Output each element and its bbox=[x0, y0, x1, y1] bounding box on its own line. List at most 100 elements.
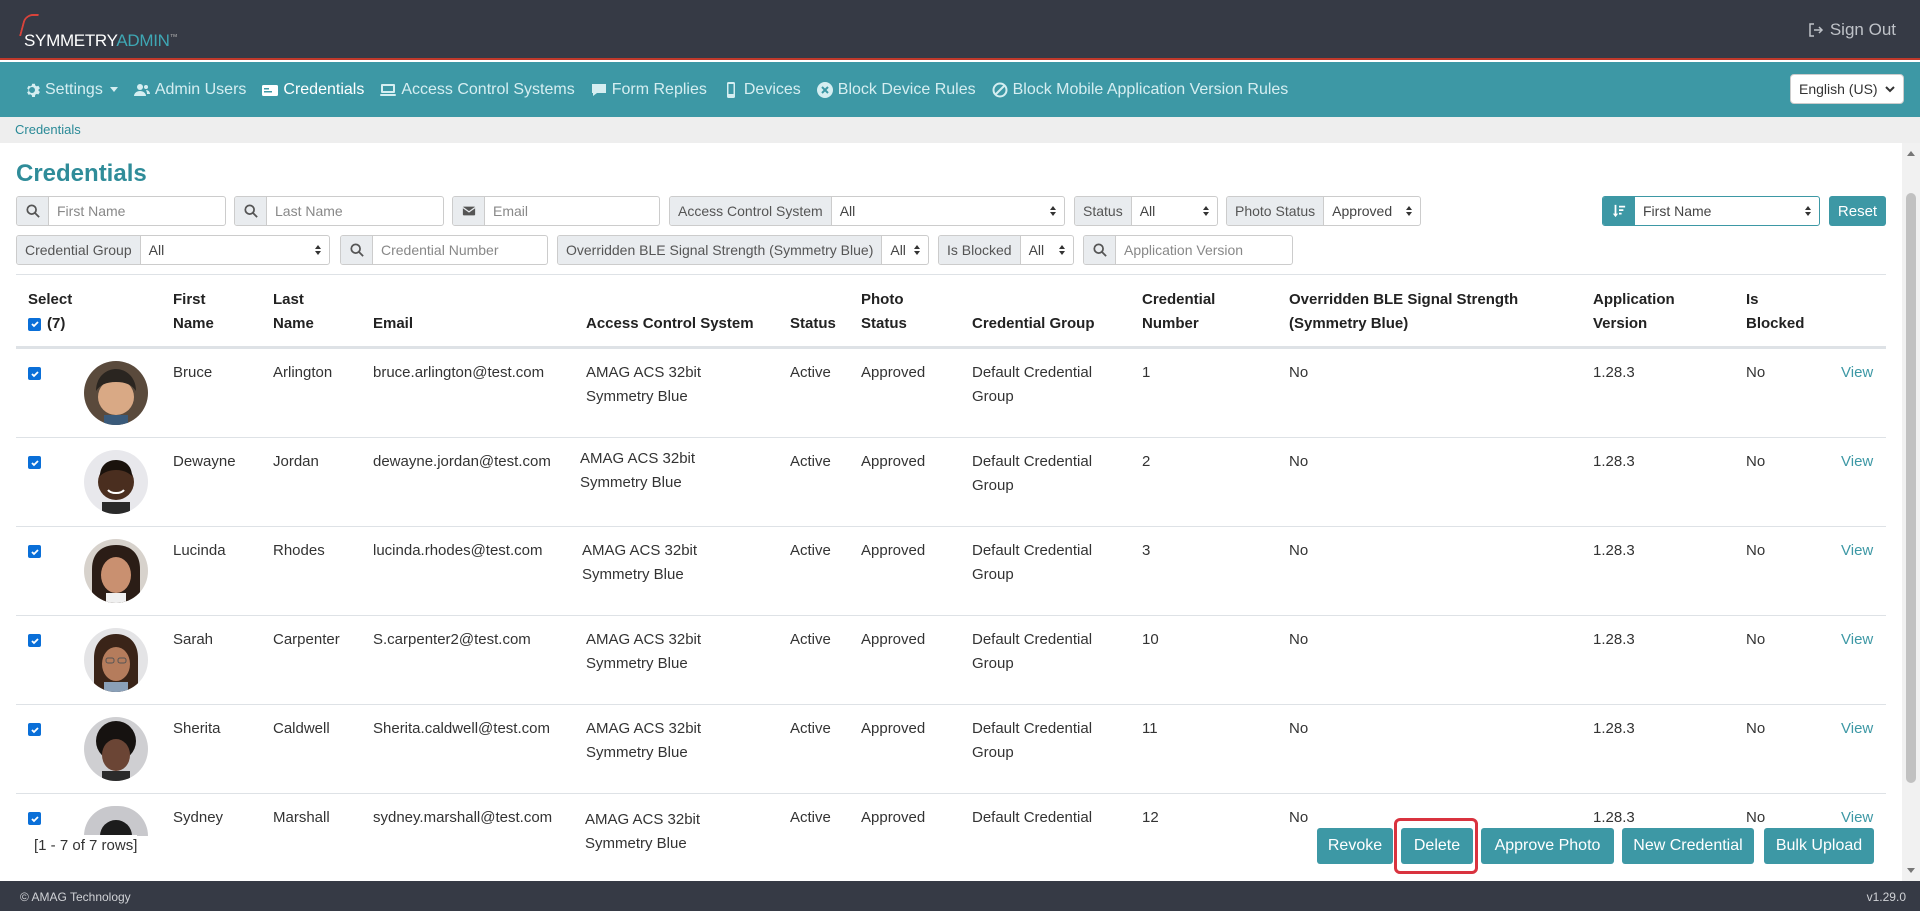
table-row[interactable]: Sarah Carpenter S.carpenter2@test.com AM… bbox=[16, 615, 1886, 704]
sign-out-link[interactable]: Sign Out bbox=[1808, 20, 1896, 40]
col-is-blocked[interactable]: Is Blocked bbox=[1746, 288, 1804, 336]
cell-ble-signal: No bbox=[1289, 453, 1309, 470]
cell-access-control-system: AMAG ACS 32bit Symmetry Blue bbox=[585, 808, 700, 856]
access-control-system-select[interactable]: All bbox=[832, 197, 1064, 225]
scrollbar-thumb[interactable] bbox=[1906, 193, 1916, 783]
language-select[interactable]: English (US) bbox=[1790, 74, 1904, 104]
cell-acs-line2: Symmetry Blue bbox=[586, 655, 688, 672]
credential-number-input[interactable]: Credential Number bbox=[381, 242, 499, 258]
view-link[interactable]: View bbox=[1841, 453, 1874, 470]
page-scrollbar[interactable] bbox=[1902, 143, 1920, 881]
view-link[interactable]: View bbox=[1841, 631, 1874, 648]
application-version-input[interactable]: Application Version bbox=[1124, 242, 1244, 258]
scroll-up-arrow-icon[interactable] bbox=[1907, 151, 1915, 156]
col-photo-status[interactable]: Photo Status bbox=[861, 288, 907, 336]
select-arrows-icon bbox=[1805, 206, 1811, 216]
cell-email: S.carpenter2@test.com bbox=[373, 631, 531, 648]
reset-button[interactable]: Reset bbox=[1829, 196, 1886, 226]
sort-field-select[interactable]: First Name bbox=[1635, 197, 1819, 225]
email-input[interactable]: Email bbox=[493, 203, 529, 219]
col-credential-number[interactable]: Credential Number bbox=[1142, 288, 1215, 336]
is-blocked-select[interactable]: All bbox=[1021, 236, 1073, 264]
table-row[interactable]: Lucinda Rhodes lucinda.rhodes@test.com A… bbox=[16, 526, 1886, 615]
nav-block-mobile-app-version-rules[interactable]: Block Mobile Application Version Rules bbox=[992, 81, 1288, 99]
col-last-name-line1: Last bbox=[273, 291, 304, 308]
revoke-button[interactable]: Revoke bbox=[1317, 828, 1393, 864]
avatar bbox=[84, 717, 148, 781]
cell-ble-signal: No bbox=[1289, 631, 1309, 648]
status-select[interactable]: All bbox=[1132, 197, 1217, 225]
row-checkbox[interactable] bbox=[28, 545, 41, 558]
col-photo-status-line2: Status bbox=[861, 315, 907, 332]
col-status[interactable]: Status bbox=[790, 315, 836, 332]
row-checkbox[interactable] bbox=[28, 634, 41, 647]
credential-group-select[interactable]: All bbox=[141, 236, 329, 264]
col-email[interactable]: Email bbox=[373, 315, 414, 332]
table-row[interactable]: Bruce Arlington bruce.arlington@test.com… bbox=[16, 348, 1886, 437]
row-checkbox[interactable] bbox=[28, 723, 41, 736]
nav-credentials[interactable]: Credentials bbox=[262, 81, 364, 99]
ble-signal-filter: Overridden BLE Signal Strength (Symmetry… bbox=[557, 235, 929, 265]
col-application-version[interactable]: Application Version bbox=[1593, 288, 1675, 336]
col-select: Select (7) bbox=[28, 288, 72, 336]
col-last-name[interactable]: Last Name bbox=[273, 288, 314, 336]
ble-signal-select[interactable]: All bbox=[882, 236, 928, 264]
cell-app-version: 1.28.3 bbox=[1593, 542, 1635, 559]
cell-ble-signal: No bbox=[1289, 720, 1309, 737]
delete-button[interactable]: Delete bbox=[1401, 828, 1473, 864]
col-access-control-system[interactable]: Access Control System bbox=[586, 315, 754, 332]
row-checkbox[interactable] bbox=[28, 812, 41, 825]
photo-status-select[interactable]: Approved bbox=[1324, 197, 1420, 225]
view-link[interactable]: View bbox=[1841, 364, 1874, 381]
cell-last-name: Caldwell bbox=[273, 720, 330, 737]
nav-access-control-systems[interactable]: Access Control Systems bbox=[380, 80, 575, 99]
nav-block-device-rules[interactable]: Block Device Rules bbox=[816, 81, 976, 99]
cell-last-name: Marshall bbox=[273, 809, 330, 826]
cell-app-version: 1.28.3 bbox=[1593, 720, 1635, 737]
select-all-checkbox[interactable] bbox=[28, 317, 41, 331]
envelope-icon bbox=[453, 197, 485, 225]
cell-acs-line1: AMAG ACS 32bit bbox=[586, 631, 702, 648]
nav-credentials-label: Credentials bbox=[283, 80, 365, 98]
select-arrows-icon bbox=[315, 245, 321, 255]
avatar bbox=[84, 361, 148, 425]
cell-photo-status: Approved bbox=[861, 809, 926, 826]
col-credential-group[interactable]: Credential Group bbox=[972, 315, 1095, 332]
view-link[interactable]: View bbox=[1841, 720, 1874, 737]
bulk-upload-button[interactable]: Bulk Upload bbox=[1764, 828, 1874, 864]
table-row[interactable]: Dewayne Jordan dewayne.jordan@test.com A… bbox=[16, 437, 1886, 526]
nav-acs-label: Access Control Systems bbox=[401, 80, 575, 98]
new-credential-button[interactable]: New Credential bbox=[1622, 828, 1754, 864]
last-name-input[interactable]: Last Name bbox=[275, 203, 343, 219]
credential-group-filter: Credential Group All bbox=[16, 235, 330, 265]
scroll-down-arrow-icon[interactable] bbox=[1907, 868, 1915, 873]
comment-icon bbox=[591, 83, 606, 96]
chevron-down-icon bbox=[1885, 86, 1895, 93]
cell-email: sydney.marshall@test.com bbox=[373, 809, 553, 826]
col-first-name[interactable]: First Name bbox=[173, 288, 214, 336]
col-ble-signal-strength[interactable]: Overridden BLE Signal Strength (Symmetry … bbox=[1289, 288, 1518, 336]
view-link[interactable]: View bbox=[1841, 542, 1874, 559]
nav-settings[interactable]: Settings bbox=[24, 81, 118, 99]
nav-devices[interactable]: Devices bbox=[723, 81, 801, 99]
nav-form-replies[interactable]: Form Replies bbox=[591, 81, 707, 99]
view-link[interactable]: View bbox=[1841, 809, 1874, 826]
cell-is-blocked: No bbox=[1746, 720, 1766, 737]
table-row[interactable]: Sydney Marshall sydney.marshall@test.com… bbox=[16, 793, 1886, 881]
cell-photo-status: Approved bbox=[861, 364, 926, 381]
cell-acs-line1: AMAG ACS 32bit bbox=[585, 811, 701, 828]
row-checkbox[interactable] bbox=[28, 456, 41, 469]
breadcrumb-credentials[interactable]: Credentials bbox=[15, 122, 81, 137]
cell-photo-status: Approved bbox=[861, 453, 926, 470]
sort-direction-button[interactable] bbox=[1603, 197, 1635, 225]
credential-number-filter: Credential Number bbox=[340, 235, 548, 265]
select-arrows-icon bbox=[1406, 206, 1412, 216]
first-name-input[interactable]: First Name bbox=[57, 203, 126, 219]
filter-divider bbox=[16, 274, 1886, 275]
approve-photo-button[interactable]: Approve Photo bbox=[1481, 828, 1614, 864]
row-checkbox[interactable] bbox=[28, 367, 41, 380]
first-name-filter: First Name bbox=[16, 196, 226, 226]
table-row[interactable]: Sherita Caldwell Sherita.caldwell@test.c… bbox=[16, 704, 1886, 793]
nav-admin-users[interactable]: Admin Users bbox=[133, 81, 246, 99]
logo-text-part2: ADMIN bbox=[116, 31, 170, 50]
